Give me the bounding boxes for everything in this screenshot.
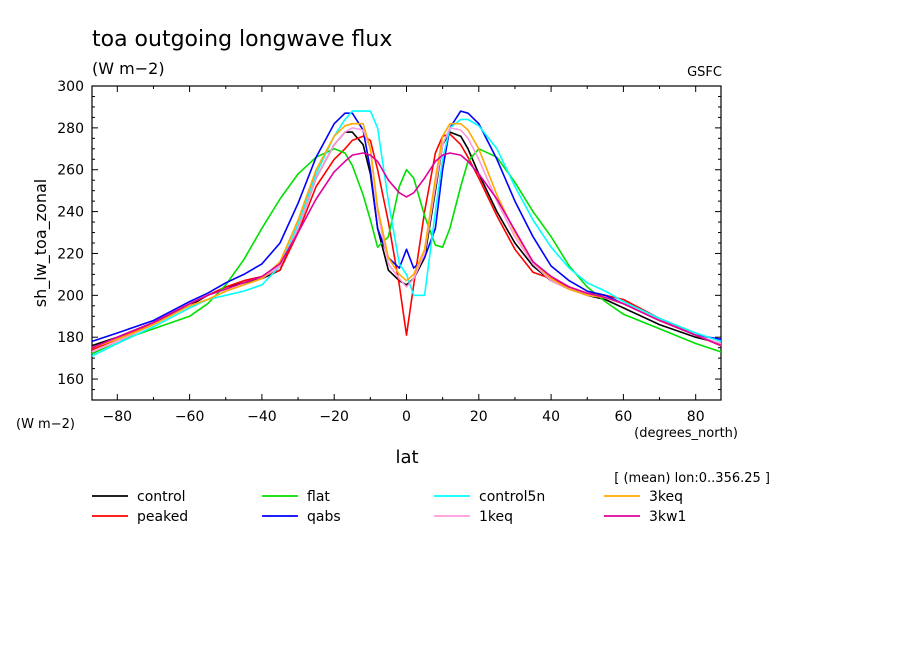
- x-tick-label: 20: [470, 409, 488, 425]
- plot-frame: [91, 85, 722, 401]
- chart-source: GSFC: [687, 65, 722, 80]
- series-line-control: [91, 131, 722, 347]
- y-tick-label: 300: [57, 79, 84, 95]
- y-tick-label: 240: [57, 205, 84, 221]
- legend-label-3kw1: 3kw1: [649, 509, 686, 525]
- y-tick-label: 220: [57, 246, 84, 262]
- annotation: [ (mean) lon:0..356.25 ]: [614, 471, 770, 486]
- y-tick-label: 280: [57, 121, 84, 137]
- x-axis-label: lat: [395, 447, 418, 468]
- y-tick-label: 200: [57, 288, 84, 304]
- legend-label-1keq: 1keq: [479, 509, 513, 525]
- series-line-3keq: [91, 122, 722, 349]
- series-line-1keq: [91, 127, 722, 353]
- axis-tick-labels: −80 −60 −40 −20 0 20 40 60 80 160 180 200 220 240 260 2…: [57, 79, 704, 425]
- x-tick-label: 0: [402, 409, 411, 425]
- series-group: [91, 110, 722, 357]
- x-tick-label: −80: [103, 409, 133, 425]
- y-tick-label: 160: [57, 372, 84, 388]
- legend-label-qabs: qabs: [307, 509, 341, 525]
- x-axis-units: (degrees_north): [634, 426, 738, 441]
- chart-title: toa outgoing longwave flux: [92, 27, 392, 52]
- legend-label-control: control: [137, 489, 186, 505]
- legend-label-control5n: control5n: [479, 489, 545, 505]
- legend-label-flat: flat: [307, 489, 330, 505]
- series-line-flat: [91, 148, 722, 355]
- y-axis-units: (W m−2): [16, 417, 75, 432]
- series-line-qabs: [91, 110, 722, 343]
- y-axis-label: sh_lw_toa_zonal: [31, 179, 51, 307]
- x-tick-label: 80: [687, 409, 705, 425]
- axis-ticks: [92, 85, 721, 400]
- x-tick-label: 40: [542, 409, 560, 425]
- y-tick-label: 180: [57, 330, 84, 346]
- x-tick-label: 60: [614, 409, 632, 425]
- series-line-3kw1: [91, 152, 722, 349]
- chart-units: (W m−2): [92, 59, 165, 78]
- legend-label-3keq: 3keq: [649, 489, 683, 505]
- series-line-control5n: [91, 110, 722, 357]
- x-tick-label: −40: [247, 409, 277, 425]
- x-tick-label: −60: [175, 409, 205, 425]
- x-tick-label: −20: [319, 409, 349, 425]
- legend: control peaked flat qabs control5n 1keq 3keq 3k…: [92, 489, 686, 525]
- y-tick-label: 260: [57, 163, 84, 179]
- legend-label-peaked: peaked: [137, 509, 188, 525]
